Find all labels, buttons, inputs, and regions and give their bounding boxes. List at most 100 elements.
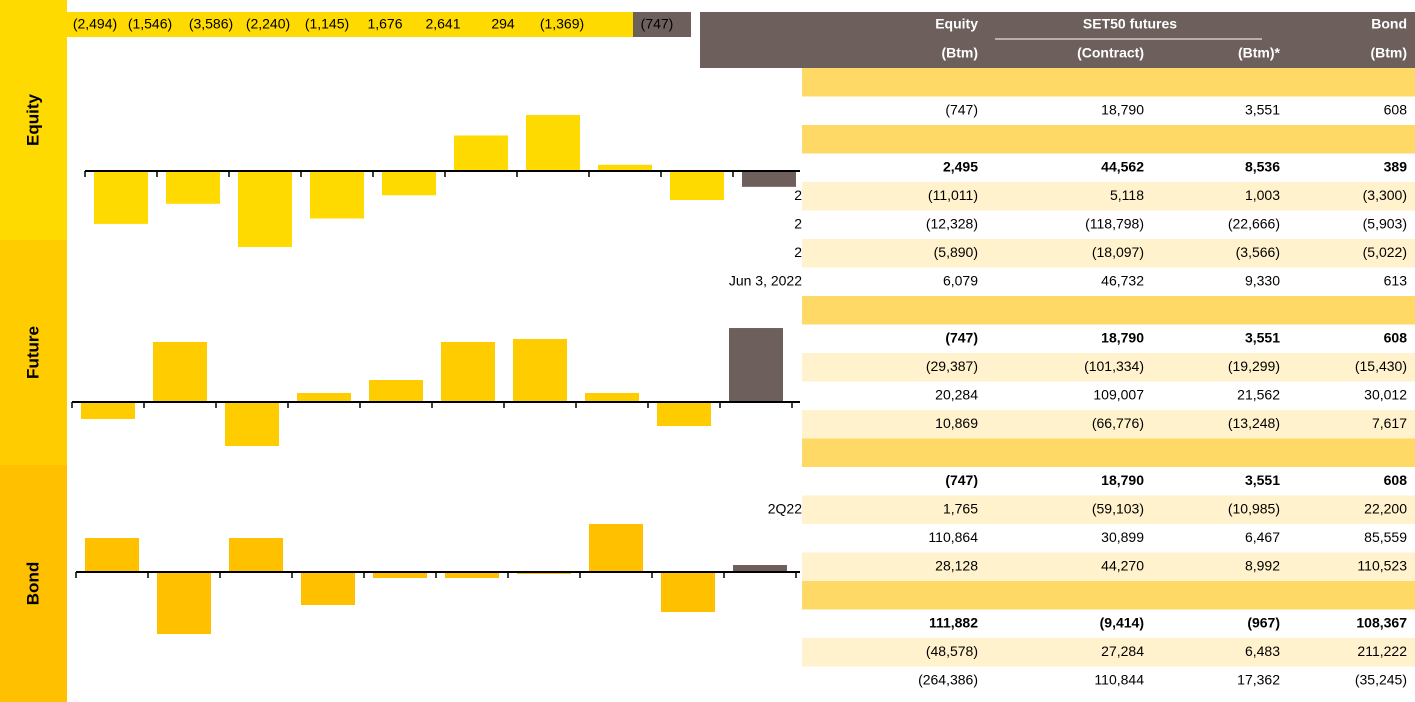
row-bg: [802, 552, 1415, 581]
bar: [229, 538, 283, 572]
cell: 9,330: [1245, 272, 1280, 288]
cell: 7,617: [1372, 415, 1407, 431]
cell: 3,551: [1245, 472, 1280, 488]
cell: 27,284: [1101, 643, 1144, 659]
cell: 8,536: [1245, 158, 1280, 174]
value-label: (1,145): [305, 16, 349, 32]
section-band: [802, 125, 1415, 154]
bar: [369, 380, 423, 402]
cell: 10,869: [935, 415, 978, 431]
row-label: 2: [794, 244, 802, 260]
cell: (5,890): [934, 244, 978, 260]
cell: 46,732: [1101, 272, 1144, 288]
section-band: [802, 438, 1415, 467]
row-bg: [802, 495, 1415, 524]
cell: 44,562: [1101, 158, 1144, 174]
cell: 21,562: [1237, 386, 1280, 402]
bar: [657, 402, 711, 426]
cell: (18,097): [1092, 244, 1144, 260]
cell: (48,578): [926, 643, 978, 659]
cell: 44,270: [1101, 557, 1144, 573]
cell: (15,430): [1355, 358, 1407, 374]
cell: 28,128: [935, 557, 978, 573]
cell: 3,551: [1245, 329, 1280, 345]
cell: 608: [1384, 101, 1408, 117]
bar: [733, 565, 787, 572]
bar: [373, 572, 427, 578]
bar: [513, 339, 567, 402]
cell: (10,985): [1228, 500, 1280, 516]
side-strip: [0, 240, 67, 465]
cell: 608: [1384, 329, 1408, 345]
value-label: 1,676: [367, 16, 402, 32]
cell: (747): [945, 329, 978, 345]
cell: 8,992: [1245, 557, 1280, 573]
cell: 211,222: [1357, 643, 1407, 659]
cell: 608: [1384, 472, 1408, 488]
table-header-bg: [700, 12, 1415, 68]
cell: 3,551: [1245, 101, 1280, 117]
cell: 111,882: [929, 614, 978, 630]
header-unit: (Btm): [941, 45, 978, 61]
cell: 20,284: [935, 386, 978, 402]
cell: (12,328): [926, 215, 978, 231]
bar: [85, 538, 139, 572]
cell: (264,386): [918, 671, 978, 687]
cell: (747): [945, 472, 978, 488]
bar: [81, 402, 135, 419]
cell: (35,245): [1355, 671, 1407, 687]
side-strip: [0, 465, 67, 702]
row-bg: [802, 239, 1415, 268]
header-bond: Bond: [1371, 16, 1407, 32]
side-label: Bond: [23, 562, 42, 605]
cell: (59,103): [1092, 500, 1144, 516]
cell: (11,011): [928, 187, 978, 203]
bar: [441, 342, 495, 402]
row-bg: [802, 353, 1415, 382]
bar: [166, 171, 220, 204]
header-unit: (Btm)*: [1238, 45, 1281, 61]
row-label: 2: [794, 187, 802, 203]
cell: 18,790: [1101, 472, 1144, 488]
row-bg: [802, 638, 1415, 667]
cell: (29,387): [926, 358, 978, 374]
cell: 389: [1384, 158, 1408, 174]
bar: [445, 572, 499, 578]
cell: 6,079: [943, 272, 978, 288]
bar: [598, 164, 652, 171]
cell: (5,903): [1363, 215, 1407, 231]
header-unit: (Btm): [1370, 45, 1407, 61]
cell: 1,003: [1245, 187, 1280, 203]
value-label: (747): [641, 16, 674, 32]
cell: 6,467: [1245, 529, 1280, 545]
cell: (747): [945, 101, 978, 117]
section-band: [802, 296, 1415, 325]
cell: 110,523: [1357, 557, 1407, 573]
cell: 108,367: [1356, 614, 1407, 630]
value-label: 294: [491, 16, 515, 32]
row-label: 2Q22: [768, 500, 802, 516]
cell: 22,200: [1364, 500, 1407, 516]
bar: [454, 135, 508, 171]
bar: [589, 524, 643, 572]
row-bg: [802, 182, 1415, 211]
cell: 110,864: [928, 529, 978, 545]
cell: 613: [1384, 272, 1408, 288]
cell: (22,666): [1228, 215, 1280, 231]
row-label: Jun 3, 2022: [729, 272, 802, 288]
cell: 18,790: [1101, 101, 1144, 117]
bar: [585, 393, 639, 402]
cell: (118,798): [1085, 215, 1144, 231]
header-unit: (Contract): [1077, 45, 1144, 61]
value-label: (2,494): [73, 16, 117, 32]
cell: 85,559: [1364, 529, 1407, 545]
value-label: (1,546): [128, 16, 172, 32]
bar: [310, 171, 364, 219]
cell: (101,334): [1084, 358, 1144, 374]
bar: [94, 171, 148, 224]
bar: [382, 171, 436, 196]
cell: 2,495: [943, 158, 978, 174]
bar: [742, 171, 796, 187]
value-label: (1,369): [540, 16, 584, 32]
